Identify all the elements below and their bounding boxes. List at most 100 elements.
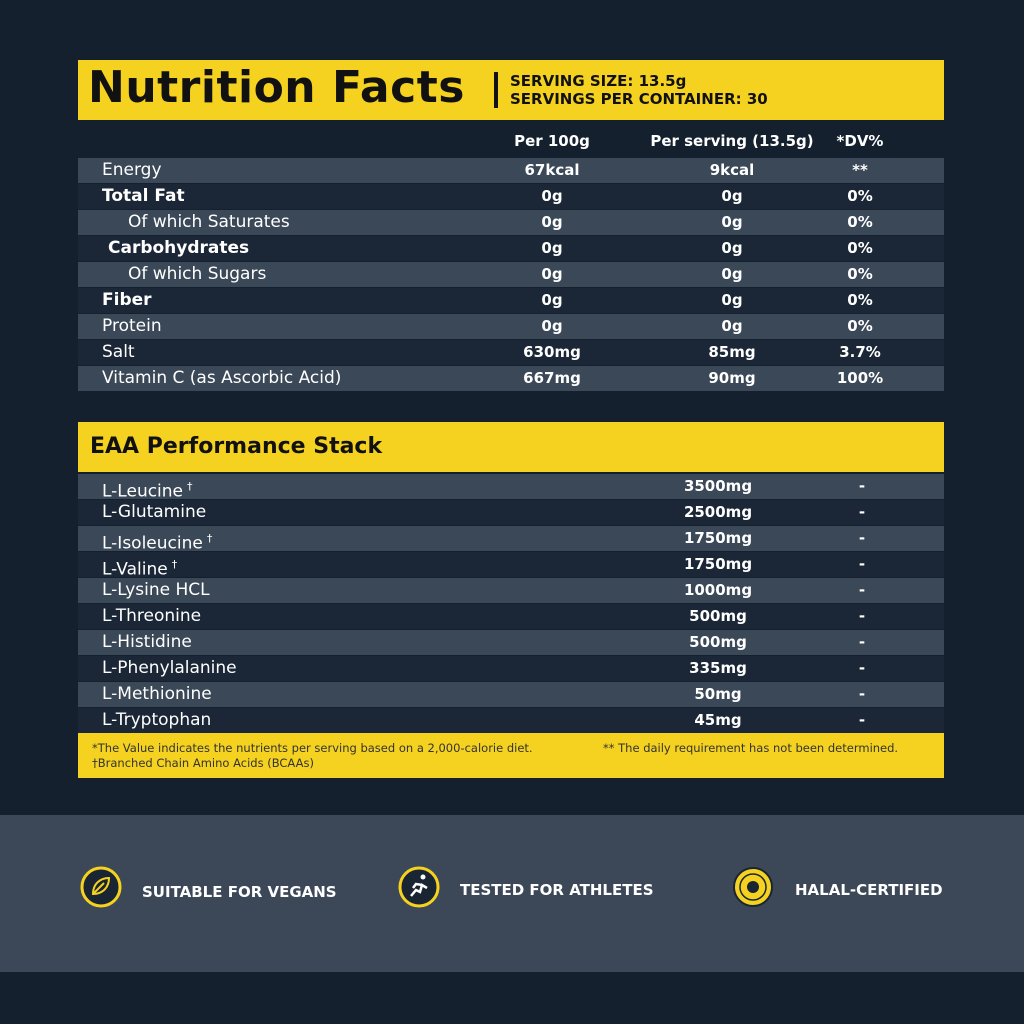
nutrient-name: Of which Saturates [128,212,290,232]
bcaa-mark: † [206,532,213,545]
badge-label: SUITABLE FOR VEGANS [142,883,337,901]
badge-label: HALAL-CERTIFIED [795,881,943,899]
table-row: Carbohydrates 0g 0g 0% [78,236,944,261]
amino-name: L-Valine † [102,552,177,580]
footnote: ** The daily requirement has not been de… [603,741,899,755]
nutrient-name: Total Fat [102,186,185,206]
dv: - [858,503,866,521]
eaa-row: L-Isoleucine † 1750mg - [78,526,944,554]
per-serving: 0g [721,265,743,283]
table-row: Vitamin C (as Ascorbic Acid) 667mg 90mg 100… [78,366,944,391]
nutrient-name: Salt [102,342,135,362]
nutrient-name: Vitamin C (as Ascorbic Acid) [102,368,342,388]
amino-name: L-Methionine [102,682,212,707]
per-serving: 0g [721,317,743,335]
per-100g: 630mg [523,343,581,361]
amino-label: L-Isoleucine [102,533,203,554]
per-100g: 667mg [523,369,581,387]
amount: 1750mg [683,555,753,573]
dv: - [858,555,866,573]
eaa-row: L-Glutamine 2500mg - [78,500,944,525]
divider [494,72,498,108]
amount: 1750mg [683,529,753,547]
serving-size: SERVING SIZE: 13.5g [510,72,687,90]
dv: - [858,685,866,703]
vegan-icon [80,866,122,908]
per-serving: 0g [721,239,743,257]
amino-name: L-Tryptophan [102,708,211,733]
dv: 0% [847,291,873,309]
table-row: Protein 0g 0g 0% [78,314,944,339]
per-100g: 0g [541,317,563,335]
table-row: Total Fat 0g 0g 0% [78,184,944,209]
amino-name: L-Threonine [102,604,201,629]
eaa-title: EAA Performance Stack [90,434,383,459]
amino-name: L-Leucine † [102,474,193,502]
eaa-row: L-Phenylalanine 335mg - [78,656,944,681]
column-header: *DV% [836,132,884,150]
dv: - [858,659,866,677]
servings: SERVINGS PER CONTAINER: 30 [510,90,768,108]
amino-name: L-Glutamine [102,500,206,525]
amino-label: L-Tryptophan [102,710,212,730]
amount: 2500mg [683,503,753,521]
amount: 335mg [689,659,747,677]
dv: 0% [847,239,873,257]
per-100g: 0g [541,239,563,257]
footnote: †Branched Chain Amino Acids (BCAAs) [92,756,314,770]
badge-label: TESTED FOR ATHLETES [460,881,654,899]
per-100g: 0g [541,187,563,205]
per-serving: 0g [721,291,743,309]
dv: - [858,711,866,729]
per-serving: 0g [721,213,743,231]
eaa-row: L-Leucine † 3500mg - [78,474,944,502]
eaa-header: EAA Performance Stack [78,422,944,472]
amount: 50mg [694,685,742,703]
eaa-row: L-Valine † 1750mg - [78,552,944,580]
dv: - [858,529,866,547]
per-serving: 90mg [708,369,756,387]
dv: 0% [847,213,873,231]
amount: 500mg [689,607,747,625]
table-row: Fiber 0g 0g 0% [78,288,944,313]
per-100g: 67kcal [524,161,580,179]
dv: - [858,633,866,651]
nutrient-name: Protein [102,316,162,336]
per-serving: 85mg [708,343,756,361]
table-row: Salt 630mg 85mg 3.7% [78,340,944,365]
per-100g: 0g [541,291,563,309]
amino-label: L-Threonine [102,606,202,626]
title: Nutrition Facts [88,62,465,113]
amount: 3500mg [683,477,753,495]
eaa-row: L-Threonine 500mg - [78,604,944,629]
footnote: *The Value indicates the nutrients per s… [92,741,533,755]
dv: - [858,607,866,625]
nutrient-name: Of which Sugars [128,264,267,284]
amino-label: L-Lysine HCL [102,580,210,600]
eaa-row: L-Tryptophan 45mg - [78,708,944,733]
nutrient-name: Carbohydrates [108,238,250,258]
amino-name: L-Lysine HCL [102,578,210,603]
dv: 0% [847,265,873,283]
bcaa-mark: † [187,480,193,493]
dv: 0% [847,317,873,335]
amount: 45mg [694,711,742,729]
eaa-row: L-Methionine 50mg - [78,682,944,707]
dv: 100% [836,369,884,387]
per-serving: 0g [721,187,743,205]
footnotes: *The Value indicates the nutrients per s… [78,733,944,778]
nutrient-name: Energy [102,160,162,180]
amount: 1000mg [683,581,753,599]
amino-label: L-Histidine [102,632,192,652]
amino-label: L-Methionine [102,684,212,704]
table-row: Of which Sugars 0g 0g 0% [78,262,944,287]
amino-label: L-Phenylalanine [102,658,237,678]
amino-label: L-Glutamine [102,502,207,522]
nutrient-name: Fiber [102,290,152,310]
table-row: Of which Saturates 0g 0g 0% [78,210,944,235]
amino-name: L-Histidine [102,630,192,655]
eaa-row: L-Histidine 500mg - [78,630,944,655]
amino-label: L-Leucine [102,481,184,502]
dv: ** [852,161,868,179]
